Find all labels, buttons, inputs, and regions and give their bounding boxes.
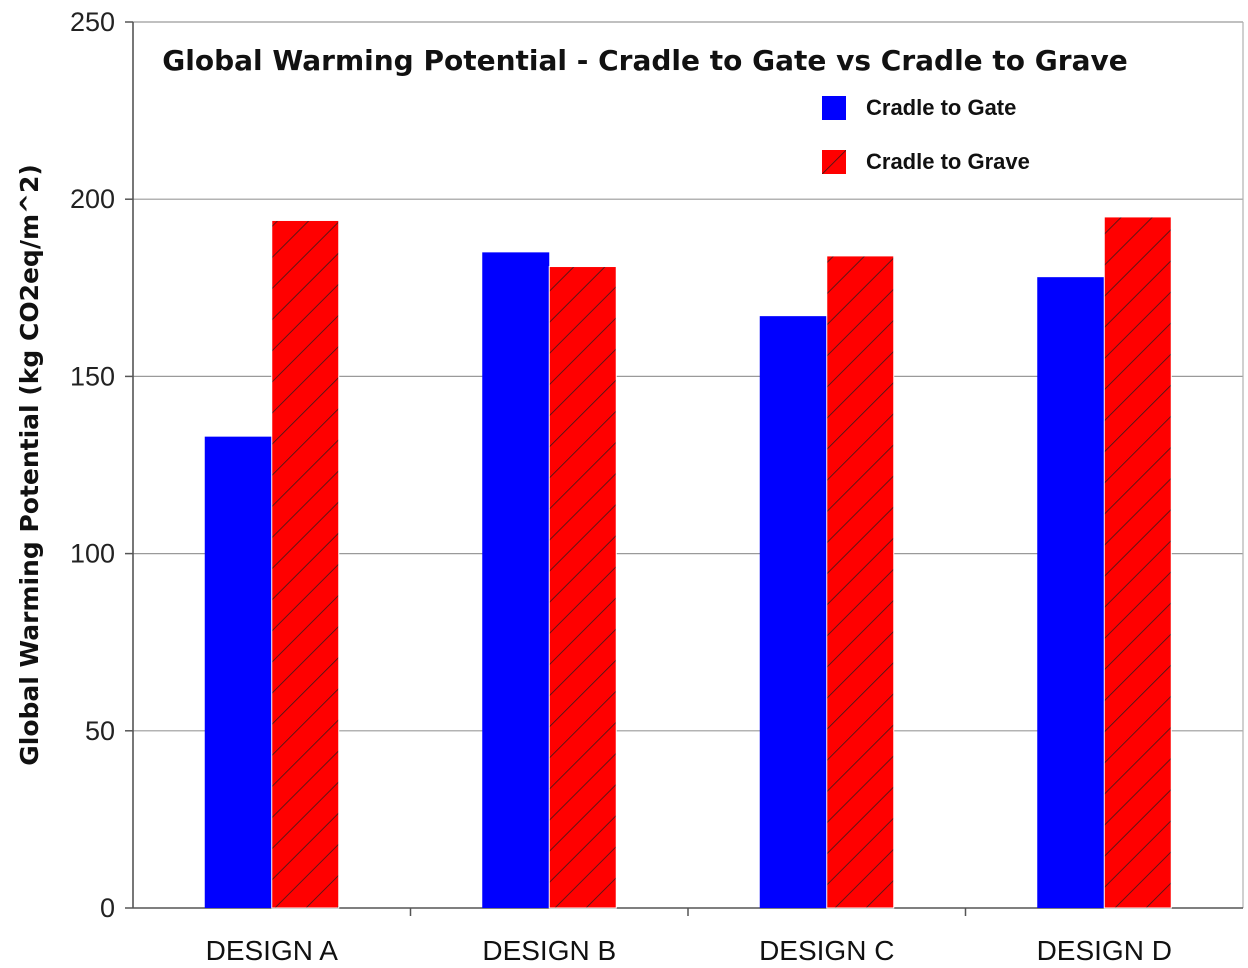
y-tick-label: 150	[70, 361, 115, 391]
y-tick-label: 0	[100, 893, 115, 923]
x-category-label: DESIGN A	[206, 935, 339, 966]
legend-label-cradle-to-grave: Cradle to Grave	[866, 149, 1030, 174]
bar-cradle-to-gate-design-b	[482, 252, 550, 909]
y-tick-labels: 0 50 100 150 200 250	[70, 7, 115, 923]
legend: Cradle to Gate Cradle to Grave	[822, 95, 1030, 174]
x-category-label: DESIGN D	[1037, 935, 1172, 966]
bar-cradle-to-grave-design-c	[826, 255, 895, 909]
chart-title: Global Warming Potential - Cradle to Gat…	[162, 44, 1127, 77]
y-tick-label: 250	[70, 7, 115, 37]
bar-cradle-to-grave-design-b	[548, 266, 617, 909]
legend-swatch-cradle-to-grave	[822, 150, 846, 174]
bar-cradle-to-gate-design-d	[1037, 277, 1105, 909]
y-tick-label: 200	[70, 184, 115, 214]
bar-cradle-to-grave-design-a	[271, 219, 340, 909]
x-category-label: DESIGN C	[759, 935, 894, 966]
legend-label-cradle-to-gate: Cradle to Gate	[866, 95, 1016, 120]
y-tick-label: 100	[70, 539, 115, 569]
legend-swatch-cradle-to-gate	[822, 96, 846, 120]
bar-cradle-to-gate-design-c	[759, 316, 827, 909]
y-tick-label: 50	[85, 716, 115, 746]
bars	[204, 216, 1172, 909]
y-axis-label: Global Warming Potential (kg CO2eq/m^2)	[15, 164, 44, 766]
bar-cradle-to-grave-design-d	[1103, 216, 1172, 909]
x-category-labels: DESIGN A DESIGN B DESIGN C DESIGN D	[206, 935, 1172, 966]
x-category-label: DESIGN B	[482, 935, 616, 966]
bar-cradle-to-gate-design-a	[204, 436, 272, 908]
